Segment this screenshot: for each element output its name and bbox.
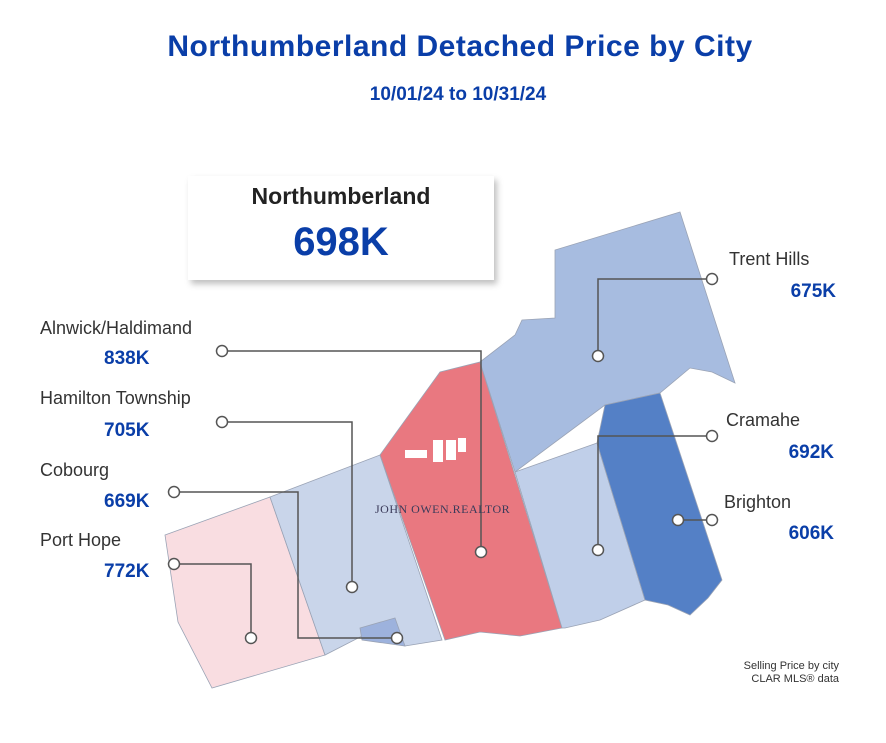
city-value: 705K [104, 420, 150, 441]
city-value: 675K [790, 281, 836, 302]
city-value: 606K [788, 523, 834, 544]
city-value: 692K [788, 442, 834, 463]
summary-card: Northumberland 698K [188, 176, 494, 280]
date-range: 10/01/24 to 10/31/24 [369, 84, 547, 105]
source-line-2: CLAR MLS® data [751, 673, 839, 685]
chart-title: Northumberland Detached Price by City [167, 30, 753, 63]
city-label: Alnwick/Haldimand [40, 318, 193, 338]
leader-dots [167, 272, 719, 645]
region-port-hope [164, 496, 326, 689]
source-note: Selling Price by city CLAR MLS® data [744, 660, 839, 686]
summary-value: 698K [293, 220, 389, 264]
region-alnwick-haldimand [379, 361, 563, 641]
city-value: 772K [104, 561, 150, 582]
summary-name: Northumberland [251, 183, 431, 209]
watermark: JOHN OWEN.REALTOR [375, 502, 511, 516]
source-line-1: Selling Price by city [743, 660, 839, 672]
city-value: 838K [104, 348, 150, 369]
region-brighton [596, 392, 723, 616]
city-label: Cramahe [726, 410, 801, 430]
lake-shapes [405, 438, 466, 462]
city-label: Trent Hills [729, 249, 810, 269]
city-value: 669K [104, 491, 150, 512]
city-label: Cobourg [40, 460, 110, 480]
city-label: Port Hope [40, 530, 122, 550]
city-label: Hamilton Township [40, 388, 191, 408]
city-label: Brighton [724, 492, 792, 512]
